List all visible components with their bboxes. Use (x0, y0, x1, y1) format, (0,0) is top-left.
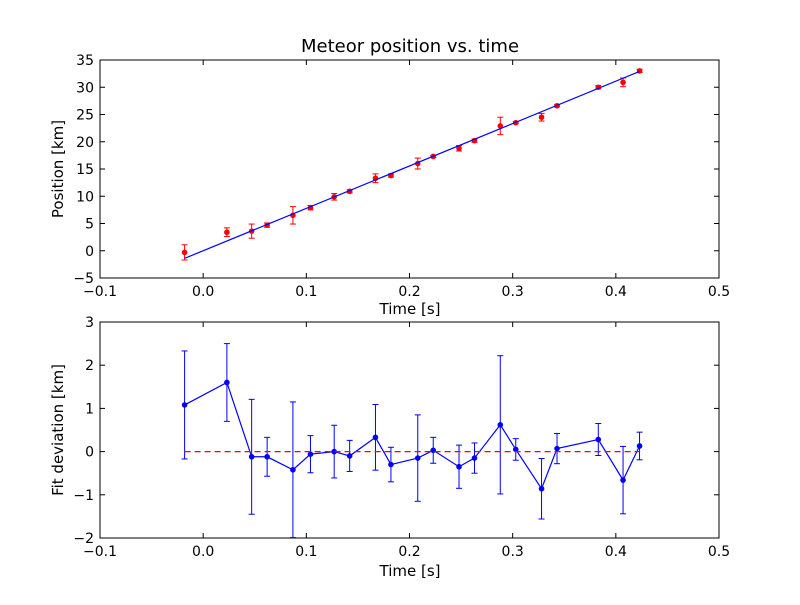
plot-area-frame (99, 59, 720, 279)
x-tick-label: 0.4 (605, 544, 627, 560)
x-tick-label: 0.2 (398, 544, 420, 560)
x-axis-label: Time [s] (379, 562, 441, 580)
y-tick-label: 1 (85, 401, 94, 417)
data-point (620, 477, 626, 483)
y-tick-label: 2 (85, 358, 94, 374)
y-tick-label: 15 (76, 162, 94, 178)
data-point (497, 422, 504, 428)
x-tick-label: 0.0 (192, 544, 214, 560)
y-tick-label: 5 (85, 217, 94, 233)
y-tick-label: 3 (85, 315, 94, 331)
y-tick-label: 10 (76, 189, 94, 205)
y-tick-label: 30 (76, 80, 94, 96)
data-point (307, 451, 314, 457)
data-point (372, 434, 379, 441)
data-point (290, 466, 296, 473)
data-point (388, 461, 394, 468)
data-point (181, 249, 188, 256)
y-tick-label: −1 (73, 488, 94, 504)
x-tick-label: −0.1 (83, 284, 117, 300)
data-point (430, 447, 437, 454)
data-point (224, 229, 230, 236)
data-point (620, 79, 626, 86)
data-point (636, 443, 643, 449)
data-point (264, 453, 270, 460)
y-tick-label: 0 (85, 244, 94, 260)
data-point (538, 114, 545, 121)
data-point (414, 455, 421, 461)
y-tick-label: −5 (73, 271, 94, 287)
axis-ticks: −0.1 0.0 0.1 0.2 0.3 0.4 0.5 −5 0 5 10 15 20 25 30 35 (73, 53, 730, 300)
position-chart: Meteor position vs. time −0.1 0.0 0.1 0.2 0.… (49, 36, 730, 318)
x-tick-label: 0.0 (192, 284, 214, 300)
data-point (248, 453, 255, 460)
chart-title: Meteor position vs. time (301, 36, 519, 57)
x-tick-label: 0.3 (502, 544, 524, 560)
y-tick-label: −2 (73, 531, 94, 547)
x-tick-label: −0.1 (83, 544, 117, 560)
y-tick-label: 25 (76, 108, 94, 124)
data-point (224, 379, 230, 386)
data-point (181, 402, 188, 408)
y-tick-label: 20 (76, 135, 94, 151)
data-point (346, 453, 353, 459)
y-axis-label: Fit deviation [km] (49, 364, 67, 496)
data-marks (181, 68, 643, 261)
y-tick-label: 35 (76, 53, 94, 69)
data-point (554, 445, 560, 452)
fit-line (184, 70, 640, 259)
axis-ticks: −0.1 0.0 0.1 0.2 0.3 0.4 0.5 −2 −1 0 1 2 3 (73, 315, 730, 560)
x-tick-label: 0.4 (605, 284, 627, 300)
y-axis-label: Position [km] (49, 120, 67, 218)
data-point (595, 436, 602, 443)
x-tick-label: 0.3 (502, 284, 524, 300)
x-tick-label: 0.5 (708, 284, 730, 300)
x-tick-label: 0.5 (708, 544, 730, 560)
x-tick-label: 0.2 (398, 284, 420, 300)
data-point (538, 485, 545, 492)
x-axis-label: Time [s] (379, 300, 441, 318)
data-point (456, 463, 462, 470)
x-tick-label: 0.1 (295, 284, 317, 300)
plot-area-frame (99, 321, 720, 539)
x-tick-label: 0.1 (295, 544, 317, 560)
data-point (471, 455, 478, 461)
data-marks (181, 343, 643, 539)
y-tick-label: 0 (85, 445, 94, 461)
